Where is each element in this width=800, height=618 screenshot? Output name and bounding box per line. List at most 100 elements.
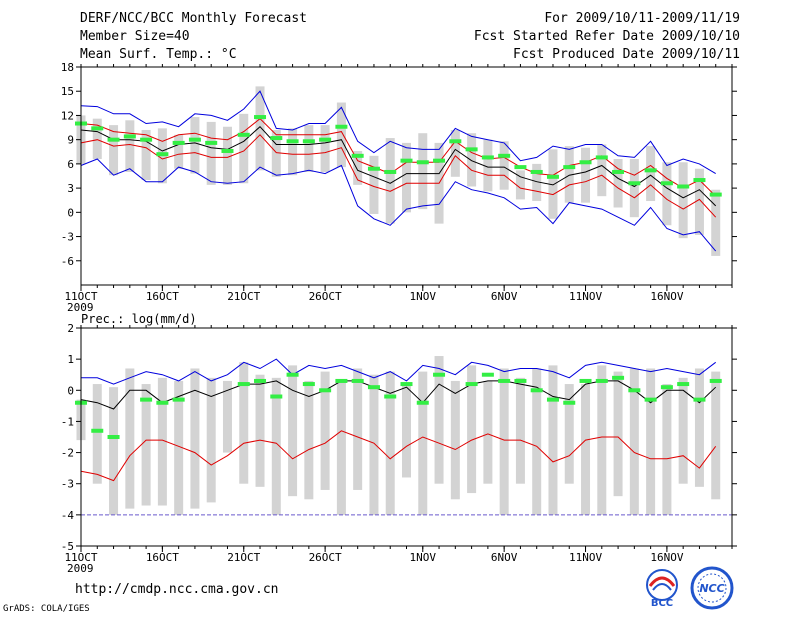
max-line — [81, 358, 717, 385]
obs-marker — [172, 140, 185, 145]
obs-marker — [465, 382, 478, 387]
ensemble-bar — [483, 139, 493, 192]
x-tick-label: 6NOV — [491, 551, 518, 564]
ensemble-bar — [467, 365, 477, 494]
obs-marker — [156, 152, 169, 157]
ensemble-bar — [369, 374, 379, 515]
obs-marker — [188, 137, 201, 142]
obs-marker — [514, 378, 527, 383]
y-tick-label: 9 — [67, 134, 74, 147]
y-tick-label: -1 — [61, 415, 74, 428]
ensemble-bar — [597, 365, 607, 515]
obs-marker — [481, 372, 494, 377]
obs-marker — [107, 137, 120, 142]
y-tick-label: 6 — [67, 158, 74, 171]
obs-marker — [335, 124, 348, 129]
x-tick-label: 11NOV — [569, 290, 602, 303]
obs-marker — [498, 378, 511, 383]
x-tick-label: 21OCT — [227, 290, 260, 303]
ensemble-bar — [662, 162, 672, 226]
ensemble-bar — [450, 129, 460, 177]
ensemble-bar — [450, 380, 460, 500]
x-tick-label: 16NOV — [650, 290, 683, 303]
ensemble-bar — [564, 384, 574, 484]
ensemble-bar — [581, 147, 591, 203]
year-label: 2009 — [67, 562, 94, 575]
ensemble-bar — [418, 371, 428, 515]
ensemble-bar — [206, 377, 216, 503]
ensemble-bar — [288, 365, 298, 497]
obs-marker — [530, 388, 543, 393]
obs-marker — [416, 400, 429, 405]
obs-marker — [644, 397, 657, 402]
obs-marker — [612, 375, 625, 380]
x-tick-label: 6NOV — [491, 290, 518, 303]
ensemble-bar — [239, 362, 249, 484]
ensemble-bar — [694, 168, 704, 235]
ensemble-bar — [304, 380, 314, 500]
obs-marker — [270, 136, 283, 141]
obs-marker — [660, 385, 673, 390]
y-tick-label: -3 — [61, 478, 74, 491]
x-tick-label: 11NOV — [569, 551, 602, 564]
bcc-logo: BCC — [646, 569, 678, 608]
ensemble-bar — [548, 365, 558, 515]
obs-marker — [384, 394, 397, 399]
x-tick-label: 1NOV — [410, 290, 437, 303]
obs-marker — [351, 378, 364, 383]
ensemble-bar — [304, 125, 314, 172]
ensemble-bar — [564, 146, 574, 203]
ensemble-bar — [92, 118, 102, 160]
ensemble-bar — [174, 134, 184, 169]
ensemble-bar — [336, 102, 346, 168]
obs-marker — [140, 397, 153, 402]
ensemble-bar — [239, 113, 249, 184]
x-tick-label: 26OCT — [309, 290, 342, 303]
ensemble-bar — [678, 377, 688, 484]
x-tick-label: 11OCT — [64, 290, 97, 303]
ensemble-bar — [678, 162, 688, 239]
obs-marker — [384, 169, 397, 174]
ensemble-bar — [206, 121, 216, 185]
ensemble-bar — [646, 368, 656, 515]
obs-marker — [628, 388, 641, 393]
obs-marker — [579, 378, 592, 383]
ensemble-bar — [613, 159, 623, 208]
ensemble-bar — [271, 377, 281, 515]
website-url[interactable]: http://cmdp.ncc.cma.gov.cn — [75, 582, 279, 597]
obs-marker — [644, 168, 657, 173]
min-line — [80, 158, 717, 252]
obs-marker — [595, 155, 608, 160]
ensemble-bar — [629, 159, 639, 218]
ensemble-bar — [255, 374, 265, 487]
x-tick-label: 16OCT — [146, 290, 179, 303]
ensemble-bar — [385, 371, 395, 515]
ensemble-bar — [662, 384, 672, 515]
obs-marker — [563, 165, 576, 170]
bcc-logo-text: BCC — [651, 598, 673, 608]
obs-marker — [123, 134, 136, 139]
obs-marker — [433, 158, 446, 163]
obs-marker — [335, 378, 348, 383]
temperature-panel: -6 -3 0 3 6 9 12 15 18 11OCT 16OCT 21OCT 26OCT 1NOV 6N… — [61, 61, 737, 314]
y-tick-label: 12 — [61, 109, 74, 122]
year-label: 2009 — [67, 301, 94, 314]
obs-marker — [660, 181, 673, 186]
ensemble-bar — [141, 129, 151, 181]
ensemble-bar — [532, 163, 542, 202]
ensemble-bar — [581, 384, 591, 515]
x-tick-label: 26OCT — [309, 551, 342, 564]
ensemble-bar — [125, 368, 135, 509]
start-date: Fcst Started Refer Date 2009/10/10 — [473, 29, 740, 44]
lower-line — [80, 134, 717, 218]
obs-marker — [400, 382, 413, 387]
obs-marker — [254, 115, 267, 120]
x-tick-label: 21OCT — [227, 551, 260, 564]
ncc-logo-text: NCC — [699, 582, 724, 595]
ensemble-bar — [418, 133, 428, 210]
y-tick-label: -5 — [61, 540, 74, 553]
obs-marker — [709, 192, 722, 197]
obs-marker — [546, 174, 559, 179]
x-tick-label: 11OCT — [64, 551, 97, 564]
